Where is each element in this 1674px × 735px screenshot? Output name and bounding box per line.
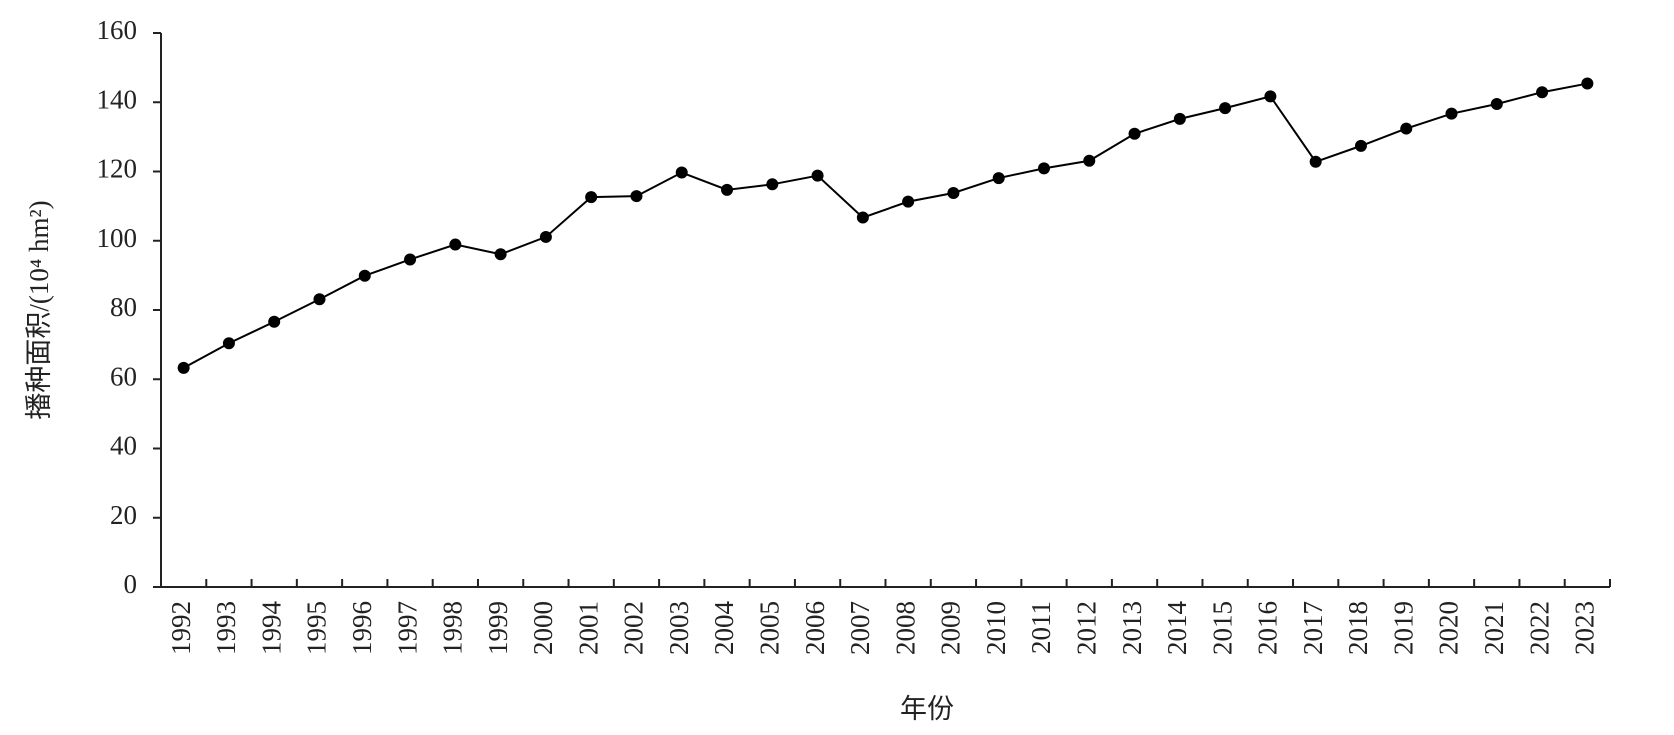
x-tick-label: 2009 (936, 601, 966, 655)
x-tick-label: 1998 (438, 601, 468, 655)
marker (1354, 139, 1367, 152)
marker (992, 172, 1005, 185)
y-tick-label: 80 (110, 292, 137, 322)
marker (1128, 127, 1141, 140)
x-tick-label: 2023 (1570, 601, 1600, 655)
x-tick-label: 2021 (1479, 601, 1509, 655)
marker (1173, 112, 1186, 125)
y-axis-title: 播种面积/(10⁴ hm²) (24, 200, 54, 419)
y-tick-label: 120 (97, 154, 138, 184)
x-tick-label: 2007 (845, 601, 875, 655)
x-tick-label: 1996 (347, 601, 377, 655)
x-tick-label: 2011 (1026, 601, 1056, 654)
x-tick-label: 2001 (573, 601, 603, 655)
y-tick-label: 100 (97, 223, 138, 253)
y-tick-label: 60 (110, 361, 137, 391)
marker (675, 166, 688, 179)
x-tick-label: 2019 (1388, 601, 1418, 655)
x-tick-label: 1992 (166, 601, 196, 655)
marker (177, 361, 190, 374)
marker (1264, 90, 1277, 103)
x-tick-label: 2013 (1117, 601, 1147, 655)
x-tick-label: 2000 (528, 601, 558, 655)
marker (1536, 86, 1549, 99)
x-tick-label: 2022 (1524, 601, 1554, 655)
marker (947, 186, 960, 199)
x-tick-label: 1994 (256, 601, 286, 656)
y-tick-label: 40 (110, 431, 137, 461)
marker (1219, 102, 1232, 115)
marker (313, 293, 326, 306)
marker (494, 248, 507, 261)
marker (902, 195, 915, 208)
marker (1581, 77, 1594, 90)
marker (1490, 97, 1503, 110)
x-tick-label: 1999 (483, 601, 513, 655)
marker (1400, 122, 1413, 135)
x-tick-label: 2014 (1162, 601, 1192, 656)
marker (811, 169, 824, 182)
marker (1037, 162, 1050, 175)
y-tick-label: 20 (110, 500, 137, 530)
x-tick-label: 1993 (211, 601, 241, 655)
marker (449, 238, 462, 251)
marker (585, 191, 598, 204)
marker (856, 211, 869, 224)
x-tick-label: 2002 (619, 601, 649, 655)
y-tick-label: 0 (124, 569, 138, 599)
marker (1309, 155, 1322, 168)
x-tick-label: 2012 (1071, 601, 1101, 655)
line (183, 82, 1588, 369)
marker (766, 178, 779, 191)
x-tick-label: 2015 (1207, 601, 1237, 655)
marker (404, 253, 417, 266)
x-tick-label: 2020 (1434, 601, 1464, 655)
x-axis-title: 年份 (900, 694, 954, 724)
marker (268, 315, 281, 328)
marker (1083, 154, 1096, 167)
marker (539, 230, 552, 243)
x-tick-label: 1997 (392, 601, 422, 655)
x-tick-label: 2008 (890, 601, 920, 655)
marker (630, 190, 643, 203)
marker (222, 337, 235, 350)
y-tick-label: 160 (97, 15, 138, 45)
y-tick-label: 140 (97, 84, 138, 114)
x-tick-label: 2010 (981, 601, 1011, 655)
x-tick-label: 2016 (1253, 601, 1283, 655)
x-tick-label: 2005 (755, 601, 785, 655)
x-tick-label: 2018 (1343, 601, 1373, 655)
x-tick-label: 2006 (800, 601, 830, 655)
x-tick-label: 2003 (664, 601, 694, 655)
x-tick-label: 2004 (709, 601, 739, 656)
marker (721, 183, 734, 196)
x-tick-label: 2017 (1298, 601, 1328, 655)
x-tick-label: 1995 (302, 601, 332, 655)
marker (1445, 107, 1458, 120)
marker (358, 269, 371, 282)
